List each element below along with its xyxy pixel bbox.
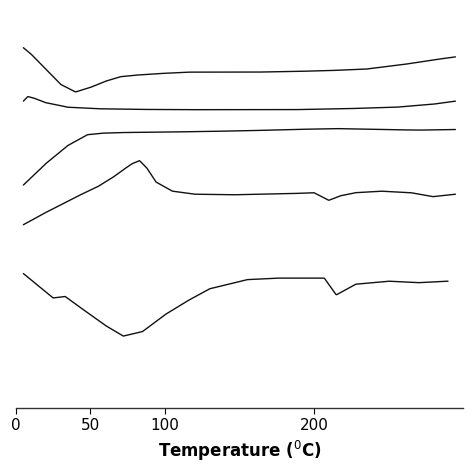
X-axis label: Temperature ($^0$C): Temperature ($^0$C) (158, 439, 321, 463)
